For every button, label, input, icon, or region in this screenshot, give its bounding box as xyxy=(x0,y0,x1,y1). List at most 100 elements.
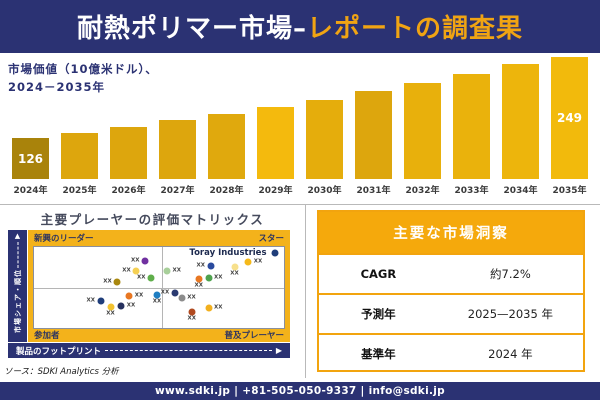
scatter-dot xyxy=(97,297,104,305)
quadrant-label-stars: スター xyxy=(258,234,284,244)
x-axis-label: 製品のフットプリント xyxy=(16,346,102,357)
matrix-point: XX xyxy=(137,274,155,282)
bar-2024年: 126 xyxy=(12,138,61,183)
bar-2029年 xyxy=(257,107,306,183)
bar-column-2024年: 126 2024年 xyxy=(6,57,61,197)
chart-axis-title: 市場価値（10億米ドル）、 2024－2035年 xyxy=(8,61,158,97)
matrix-plot-area: Toray Industries XX XX XX XX XX XX XX XX XX XX XX X… xyxy=(33,246,285,329)
dashed-line-vertical xyxy=(17,242,18,268)
footer-bar: www.sdki.jp | +81-505-050-9337 | info@sd… xyxy=(0,382,600,400)
company-label: Toray Industries xyxy=(189,247,267,258)
scatter-dot xyxy=(205,304,212,312)
insights-value: 2025—2035 年 xyxy=(467,307,553,321)
insights-row-cagr: CAGR 約7.2% xyxy=(319,253,583,293)
bar-value-label: 126 xyxy=(17,151,44,166)
bar-2032年 xyxy=(404,83,453,183)
matrix-point: XX xyxy=(122,267,140,275)
matrix-point xyxy=(271,249,279,257)
bar-2035年: 249 xyxy=(551,57,600,184)
bar-2031年 xyxy=(355,91,404,183)
chart-axis-title-line1: 市場価値（10億米ドル）、 xyxy=(8,62,158,76)
source-note: ソース：SDKI Analytics 分析 xyxy=(4,367,119,377)
point-placeholder-label: XX xyxy=(172,267,181,274)
matrix-point: XX xyxy=(103,278,121,286)
scatter-dot xyxy=(231,263,238,271)
y-axis-label: 市場シェア・順位 xyxy=(13,268,22,333)
bar-category-label: 2028年 xyxy=(209,186,244,196)
page-title-white: 耐熱ポリマー市場– xyxy=(76,14,307,44)
point-placeholder-label: XX xyxy=(187,294,196,301)
quadrant-label-pervasive-players: 普及プレーヤー xyxy=(224,331,284,341)
insights-label: 予測年 xyxy=(361,307,396,321)
bar-category-label: 2027年 xyxy=(160,186,195,196)
insights-value: 2024 年 xyxy=(488,347,533,361)
bar-2027年 xyxy=(159,120,208,183)
matrix-point: XX xyxy=(205,304,222,312)
quadrant-divider-horizontal xyxy=(34,287,284,289)
insights-title: 主要な市場洞察 xyxy=(319,212,583,253)
chart-axis-title-line2: 2024－2035年 xyxy=(8,79,106,94)
scatter-dot xyxy=(132,267,140,275)
bar-column-2035年: 249 2035年 xyxy=(545,57,600,197)
point-placeholder-label: XX xyxy=(230,270,239,277)
matrix-point: XX xyxy=(205,274,222,282)
matrix-point: XX xyxy=(153,291,161,304)
player-evaluation-matrix: 新興のリーダー スター 参加者 普及プレーヤー Toray Industries… xyxy=(28,230,290,342)
point-placeholder-label: XX xyxy=(86,297,95,304)
market-insights-panel: 主要な市場洞察 CAGR 約7.2% 予測年 2025—2035 年 基準年 2… xyxy=(317,210,585,372)
arrow-right-icon: ▶ xyxy=(275,346,282,355)
scatter-dot xyxy=(163,267,171,275)
point-placeholder-label: XX xyxy=(106,310,115,317)
matrix-point: XX xyxy=(195,275,203,288)
scatter-dot xyxy=(147,274,155,282)
matrix-title: 主要プレーヤーの評価マトリックス xyxy=(40,212,265,227)
bar-category-label: 2024年 xyxy=(13,186,48,196)
bar-2028年 xyxy=(208,114,257,183)
matrix-y-axis: ▲ 市場シェア・順位 xyxy=(8,230,27,342)
point-placeholder-label: XX xyxy=(214,274,223,281)
point-placeholder-label: XX xyxy=(253,258,263,265)
insights-label: 基準年 xyxy=(361,347,396,361)
scatter-dot xyxy=(207,262,214,270)
point-placeholder-label: XX xyxy=(194,282,203,289)
bar-column-2031年: 2031年 xyxy=(349,57,404,197)
bar-2026年 xyxy=(110,127,159,183)
matrix-point: XX xyxy=(197,262,214,270)
page-title-gold: レポートの調査果 xyxy=(307,14,524,44)
insights-label: CAGR xyxy=(360,267,397,281)
bar-category-label: 2031年 xyxy=(356,186,391,196)
bar-category-label: 2032年 xyxy=(405,186,440,196)
bar-category-label: 2035年 xyxy=(552,186,587,197)
point-placeholder-label: XX xyxy=(134,292,144,299)
bar-category-label: 2029年 xyxy=(258,186,293,196)
point-placeholder-label: XX xyxy=(122,267,131,274)
bar-category-label: 2033年 xyxy=(454,186,489,196)
bar-column-2032年: 2032年 xyxy=(398,57,453,197)
market-value-bar-chart: 126 2024年 2025年 2026年 2027年 2028年 2029年 2030年 20… xyxy=(6,57,600,197)
scatter-dot xyxy=(117,302,125,310)
bar-column-2027年: 2027年 xyxy=(153,57,208,197)
scatter-dot xyxy=(171,289,179,297)
point-placeholder-label: XX xyxy=(160,289,170,296)
bar-column-2025年: 2025年 xyxy=(55,57,110,197)
matrix-point: XX xyxy=(106,303,115,316)
point-placeholder-label: XX xyxy=(137,274,146,281)
point-placeholder-label: XX xyxy=(131,257,140,264)
matrix-point: XX xyxy=(87,297,104,305)
bar-2034年 xyxy=(502,64,551,183)
bar-2033年 xyxy=(453,74,502,183)
dashed-line-horizontal xyxy=(105,350,272,351)
bar-category-label: 2025年 xyxy=(62,186,97,196)
matrix-point: XX xyxy=(117,302,135,310)
point-placeholder-label: XX xyxy=(187,315,196,322)
bar-2025年 xyxy=(61,133,110,183)
scatter-dot xyxy=(188,308,196,316)
scatter-dot xyxy=(125,292,133,300)
matrix-point: XX xyxy=(161,289,179,297)
point-placeholder-label: XX xyxy=(152,298,162,305)
bar-column-2030年: 2030年 xyxy=(300,57,355,197)
bar-2030年 xyxy=(306,100,355,183)
insights-row-forecast-years: 予測年 2025—2035 年 xyxy=(319,293,583,333)
quadrant-divider-vertical xyxy=(162,247,163,328)
